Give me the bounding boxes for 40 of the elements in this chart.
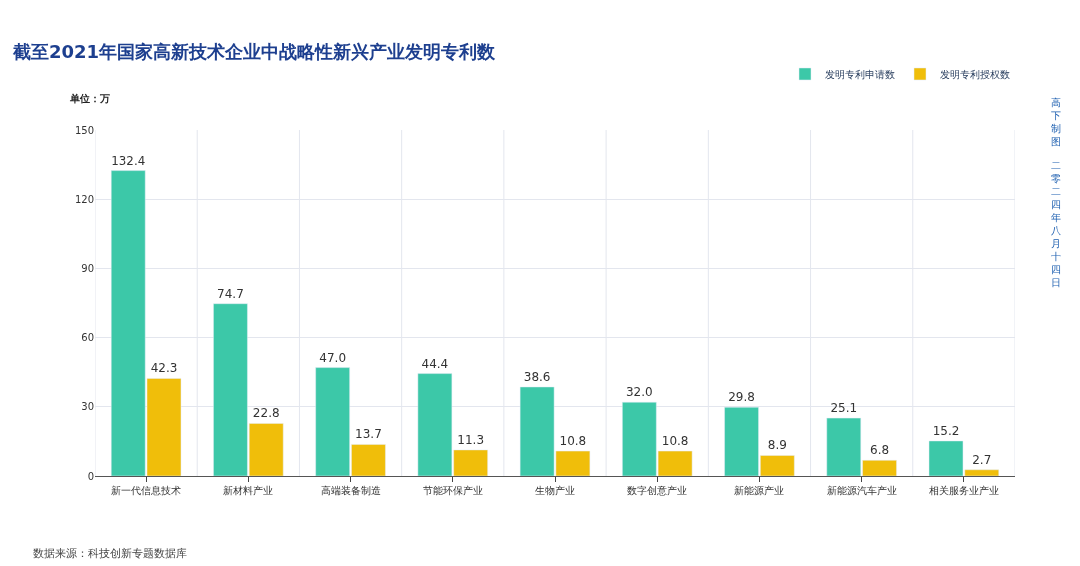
data-label: 38.6 xyxy=(523,369,551,384)
x-tick-label: 生物产业 xyxy=(535,485,575,496)
y-tick-label: 60 xyxy=(81,332,94,344)
y-tick-label: 90 xyxy=(81,262,94,274)
data-label: 10.8 xyxy=(559,434,587,449)
data-label: 25.1 xyxy=(830,401,858,416)
text: 高下制图 xyxy=(1051,97,1061,147)
source-note: 数据来源：科技创新专题数据库 xyxy=(33,547,187,560)
data-label: 13.7 xyxy=(355,427,382,442)
y-tick-label: 120 xyxy=(74,193,94,205)
data-label: 11.3 xyxy=(457,432,485,447)
data-label: 10.8 xyxy=(661,434,689,449)
data-label: 44.4 xyxy=(421,356,449,371)
y-tick-label: 30 xyxy=(81,401,94,413)
data-label: 2.7 xyxy=(972,452,992,467)
x-tick-label: 高端装备制造 xyxy=(320,485,381,496)
x-tick-label: 节能环保产业 xyxy=(422,485,483,496)
y-axis-title: 单位：万 xyxy=(69,93,110,104)
x-tick-label: 新材料产业 xyxy=(223,485,274,496)
data-label: 8.9 xyxy=(767,438,787,453)
data-label: 42.3 xyxy=(150,361,178,376)
data-label: 6.8 xyxy=(870,443,890,458)
x-tick-label: 相关服务业产业 xyxy=(928,485,999,496)
data-label: 74.7 xyxy=(217,286,244,301)
data-label: 47.0 xyxy=(319,350,347,365)
text: 二零二四年八月十四日 xyxy=(1051,160,1061,288)
y-tick-label: 150 xyxy=(74,124,94,136)
legend-label: 发明专利申请数 xyxy=(825,68,895,80)
legend-label: 发明专利授权数 xyxy=(940,68,1010,80)
data-label: 22.8 xyxy=(252,406,280,421)
data-label: 132.4 xyxy=(111,153,146,168)
data-label: 32.0 xyxy=(625,385,653,400)
x-tick-label: 新能源汽车产业 xyxy=(826,485,897,496)
x-tick-label: 新能源产业 xyxy=(734,485,785,496)
x-tick-label: 数字创意产业 xyxy=(627,485,688,496)
data-label: 29.8 xyxy=(728,390,755,405)
data-label: 15.2 xyxy=(932,423,960,438)
y-tick-label: 0 xyxy=(87,470,94,482)
x-tick-label: 新一代信息技术 xyxy=(111,485,182,496)
chart-title: 截至2021年国家高新技术企业中战略性新兴产业发明专利数 xyxy=(11,40,497,62)
